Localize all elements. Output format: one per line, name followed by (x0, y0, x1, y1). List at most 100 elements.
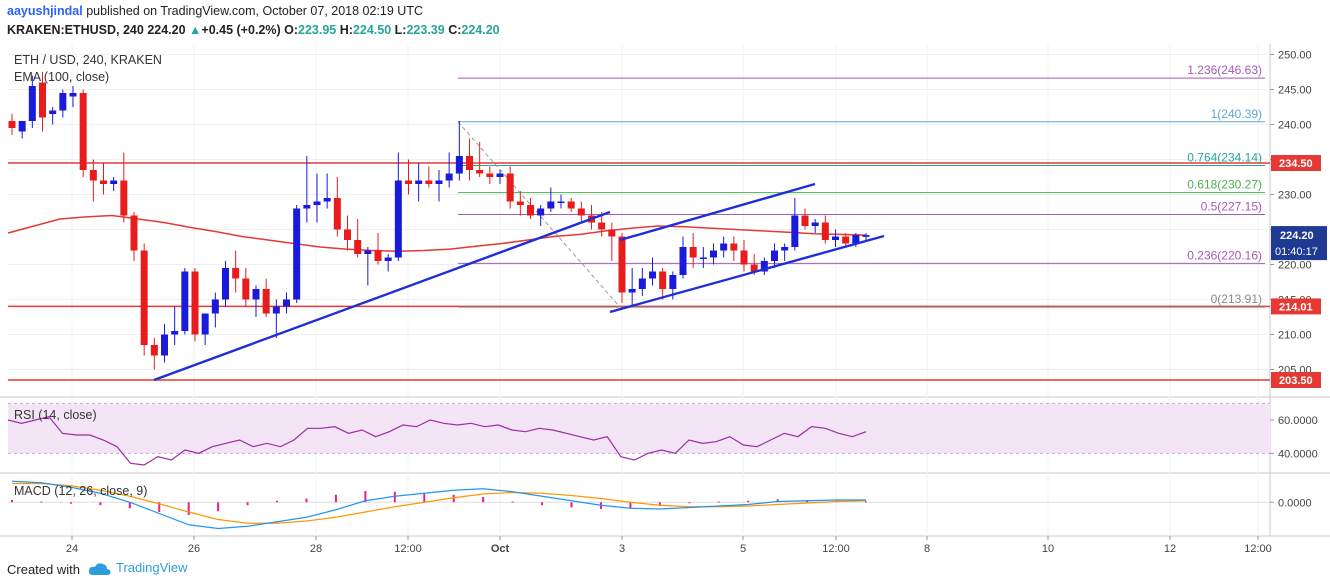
time-tick-label: 12:00 (394, 543, 422, 553)
candle-body (384, 257, 392, 261)
candle-body (252, 289, 260, 300)
candle-body (486, 173, 494, 177)
tradingview-logo[interactable]: TradingView (88, 560, 188, 576)
macd-hist-bar (305, 498, 308, 503)
candle-body (364, 250, 372, 254)
candle-body (811, 222, 819, 226)
candle-body (689, 247, 697, 258)
candle-body (618, 236, 626, 293)
price-tick-label: 230.00 (1278, 190, 1312, 202)
candle-body (771, 250, 778, 261)
close-value: 224.20 (461, 23, 500, 37)
candle-body (140, 250, 148, 345)
candle-body (120, 180, 128, 216)
level-badge (1271, 298, 1321, 315)
trendlines[interactable] (153, 182, 885, 382)
time-axis[interactable]: 24 26 28 12:00 Oct 3 5 12:00 8 10 12 12:00 (66, 536, 1272, 553)
rsi-series (7, 402, 1270, 466)
candle-body (852, 235, 860, 244)
macd-hist-bar (747, 500, 750, 503)
candle-body (496, 173, 504, 177)
tradingview-label: TradingView (116, 560, 188, 575)
price-tick-label: 210.00 (1278, 330, 1312, 342)
candle-body (699, 257, 707, 259)
high-value: 224.50 (352, 23, 392, 37)
candle-body (191, 271, 199, 335)
candle-body (730, 243, 738, 251)
price-chart[interactable]: 1.236(246.63) 1(240.39) 0.764(234.14) 0.618… (0, 44, 1330, 553)
up-arrow-icon: ▲ (189, 23, 202, 37)
macd-hist-bar (246, 502, 249, 506)
header-bar: aayushjindal published on TradingView.co… (0, 0, 1330, 44)
candle-body (262, 289, 270, 314)
candle-body (567, 201, 575, 209)
macd-tick-label: 0.0000 (1278, 497, 1312, 509)
grid (0, 44, 1330, 537)
time-tick-label: 12 (1164, 543, 1176, 553)
candle-body (110, 180, 118, 184)
time-tick-label: 3 (619, 543, 625, 553)
trendline (609, 234, 885, 314)
low-value: 223.39 (406, 23, 445, 37)
macd-hist-bar (158, 502, 161, 512)
macd-signal-line (12, 482, 867, 524)
ema-line (7, 214, 867, 252)
time-tick-label: Oct (491, 543, 510, 553)
trendline (153, 210, 611, 382)
time-tick-label: 24 (66, 543, 78, 553)
candle-body (862, 235, 870, 237)
main-pane-bg (8, 44, 1270, 394)
rsi-band (8, 403, 1270, 454)
level-badge (1271, 372, 1321, 388)
candle-body (598, 222, 606, 230)
high-label: H: (339, 23, 353, 37)
macd-hist-bar (40, 501, 43, 503)
macd-hist-bar (128, 502, 131, 509)
macd-hist-bar (187, 502, 190, 515)
candle-body (425, 180, 433, 184)
candle-body (832, 236, 839, 240)
open-label: O: (284, 23, 299, 37)
low-label: L: (394, 23, 407, 37)
macd-hist-bar (629, 502, 632, 509)
macd-hist-bar (776, 499, 779, 503)
close-label: C: (448, 23, 462, 37)
price-axis[interactable]: 250.00245.00240.00235.00230.00225.00220.… (1270, 50, 1327, 510)
candle-body (130, 215, 138, 251)
candle-body (201, 313, 209, 335)
candle-body (150, 345, 158, 356)
candle-body (791, 215, 799, 247)
rsi-line (7, 415, 867, 466)
candle-body (750, 264, 758, 272)
time-tick-label: 26 (188, 543, 200, 553)
macd-hist-bar (364, 491, 367, 503)
candle-body (171, 331, 179, 335)
candle-body (222, 268, 229, 300)
candle-body (476, 170, 484, 174)
candle-body (455, 156, 463, 174)
level-badge-label: 214.01 (1279, 301, 1313, 313)
candle-body (232, 268, 240, 279)
fib-label: 0.236(220.16) (1187, 248, 1262, 262)
current-price-label: 224.20 (1280, 230, 1314, 242)
macd-legend: MACD (12, 26, close, 9) (14, 484, 147, 498)
fib-label: 0(213.91) (1211, 292, 1262, 306)
macd-hist-bar (393, 491, 396, 503)
candle-body (161, 334, 168, 356)
candle-body (394, 180, 402, 258)
candle-body (303, 205, 311, 209)
macd-hist-bar (99, 502, 102, 506)
author-link[interactable]: aayushjindal (7, 4, 83, 18)
macd-hist-bar (276, 500, 279, 503)
macd-hist-bar (334, 494, 337, 503)
macd-hist-bar (865, 501, 867, 503)
macd-hist-bar (69, 502, 72, 504)
candle-body (344, 229, 351, 240)
symbol-info: KRAKEN:ETHUSD, 240 224.20 ▲+0.45 (+0.2%)… (7, 23, 500, 37)
rsi-tick-label: 60.0000 (1278, 415, 1318, 427)
macd-hist-bar (11, 500, 13, 503)
candle-body (293, 208, 301, 300)
macd-hist-bar (482, 497, 485, 503)
candle-body (28, 86, 36, 121)
countdown-label: 01:40:17 (1275, 246, 1318, 258)
